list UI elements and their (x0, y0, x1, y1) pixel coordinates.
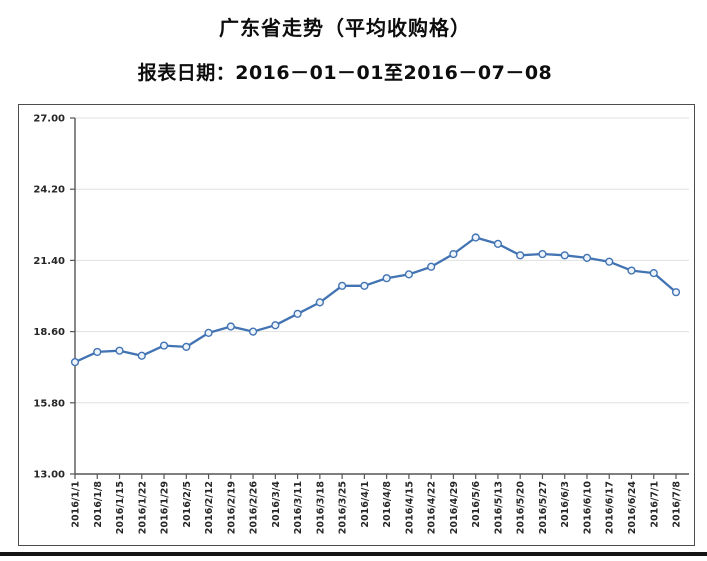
report-date-subtitle: 报表日期：2016－01－01至2016－07－08 (137, 62, 553, 84)
x-axis-label: 2016/5/6 (471, 481, 482, 528)
data-point-marker (271, 321, 280, 330)
data-point-marker (671, 288, 681, 297)
x-axis-label: 2016/1/1 (71, 481, 82, 528)
x-axis-label: 2016/5/27 (538, 481, 549, 534)
data-point-marker (159, 341, 169, 350)
bottom-divider (0, 552, 707, 556)
data-point-marker (293, 309, 302, 318)
data-point-marker (471, 233, 480, 242)
x-axis-label: 2016/4/1 (360, 481, 371, 528)
data-point-marker (137, 351, 146, 360)
data-point-marker (248, 327, 258, 336)
y-axis-label: 18.60 (33, 327, 65, 338)
data-point-marker (560, 251, 569, 260)
x-axis-label: 2016/4/15 (404, 481, 415, 534)
y-axis-label: 13.00 (33, 470, 65, 481)
data-point-marker (70, 358, 80, 367)
x-axis-label: 2016/5/20 (516, 481, 527, 535)
data-point-marker (226, 322, 235, 331)
y-axis-label: 15.80 (33, 398, 65, 409)
data-point-marker (404, 270, 414, 279)
x-axis-label: 2016/6/17 (605, 481, 616, 534)
data-point-marker (493, 239, 503, 248)
x-axis-label: 2016/5/13 (493, 481, 504, 534)
x-axis-label: 2016/2/12 (204, 481, 215, 534)
x-axis-label: 2016/6/24 (627, 481, 638, 535)
x-axis-label: 2016/4/29 (449, 481, 460, 534)
x-axis-label: 2016/3/18 (315, 481, 326, 535)
x-axis-label: 2016/3/11 (293, 481, 304, 534)
x-axis-label: 2016/3/25 (338, 481, 349, 534)
data-point-marker (315, 298, 324, 307)
data-point-marker (93, 347, 102, 357)
x-axis-label: 2016/1/29 (160, 481, 171, 534)
x-axis-label: 2016/1/15 (115, 481, 126, 534)
x-axis-label: 2016/6/10 (582, 481, 593, 535)
data-point-marker (182, 342, 191, 351)
data-point-marker (382, 274, 391, 283)
data-point-marker (360, 281, 369, 290)
y-axis-label: 24.20 (33, 185, 65, 196)
line-chart: 27.00 24.20 21.40 18.60 15.80 13.00 2016/1/1 20… (33, 114, 689, 535)
x-axis-label: 2016/7/8 (672, 481, 683, 528)
y-axis-label: 21.40 (33, 256, 65, 267)
data-point-marker (582, 253, 592, 262)
data-point-marker (449, 249, 458, 259)
data-point-marker (516, 251, 525, 260)
x-axis-label: 2016/2/19 (226, 481, 237, 534)
x-axis-label: 2016/1/22 (137, 481, 148, 534)
data-point-marker (427, 262, 436, 271)
data-point-marker (649, 269, 658, 278)
x-axis-label: 2016/3/4 (271, 481, 282, 528)
x-axis-label: 2016/4/22 (427, 481, 438, 534)
data-point-marker (538, 249, 547, 259)
x-axis-label: 2016/4/8 (382, 481, 393, 528)
x-axis-label: 2016/6/3 (560, 481, 571, 528)
data-point-marker (627, 266, 636, 275)
x-axis-label: 2016/1/8 (93, 481, 104, 528)
y-axis-label: 27.00 (33, 114, 65, 125)
x-axis-label: 2016/2/5 (182, 481, 193, 528)
trend-line (73, 236, 678, 364)
page-title: 广东省走势（平均收购格） (219, 16, 471, 40)
data-point-marker (115, 346, 124, 355)
chart-canvas: 27.00 24.20 21.40 18.60 15.80 13.00 2016/1/1 20… (18, 104, 695, 546)
x-axis-label: 2016/2/26 (249, 481, 260, 535)
data-point-marker (338, 281, 347, 290)
data-point-marker (605, 257, 614, 266)
x-axis-label: 2016/7/1 (649, 481, 660, 528)
data-point-marker (204, 328, 213, 337)
